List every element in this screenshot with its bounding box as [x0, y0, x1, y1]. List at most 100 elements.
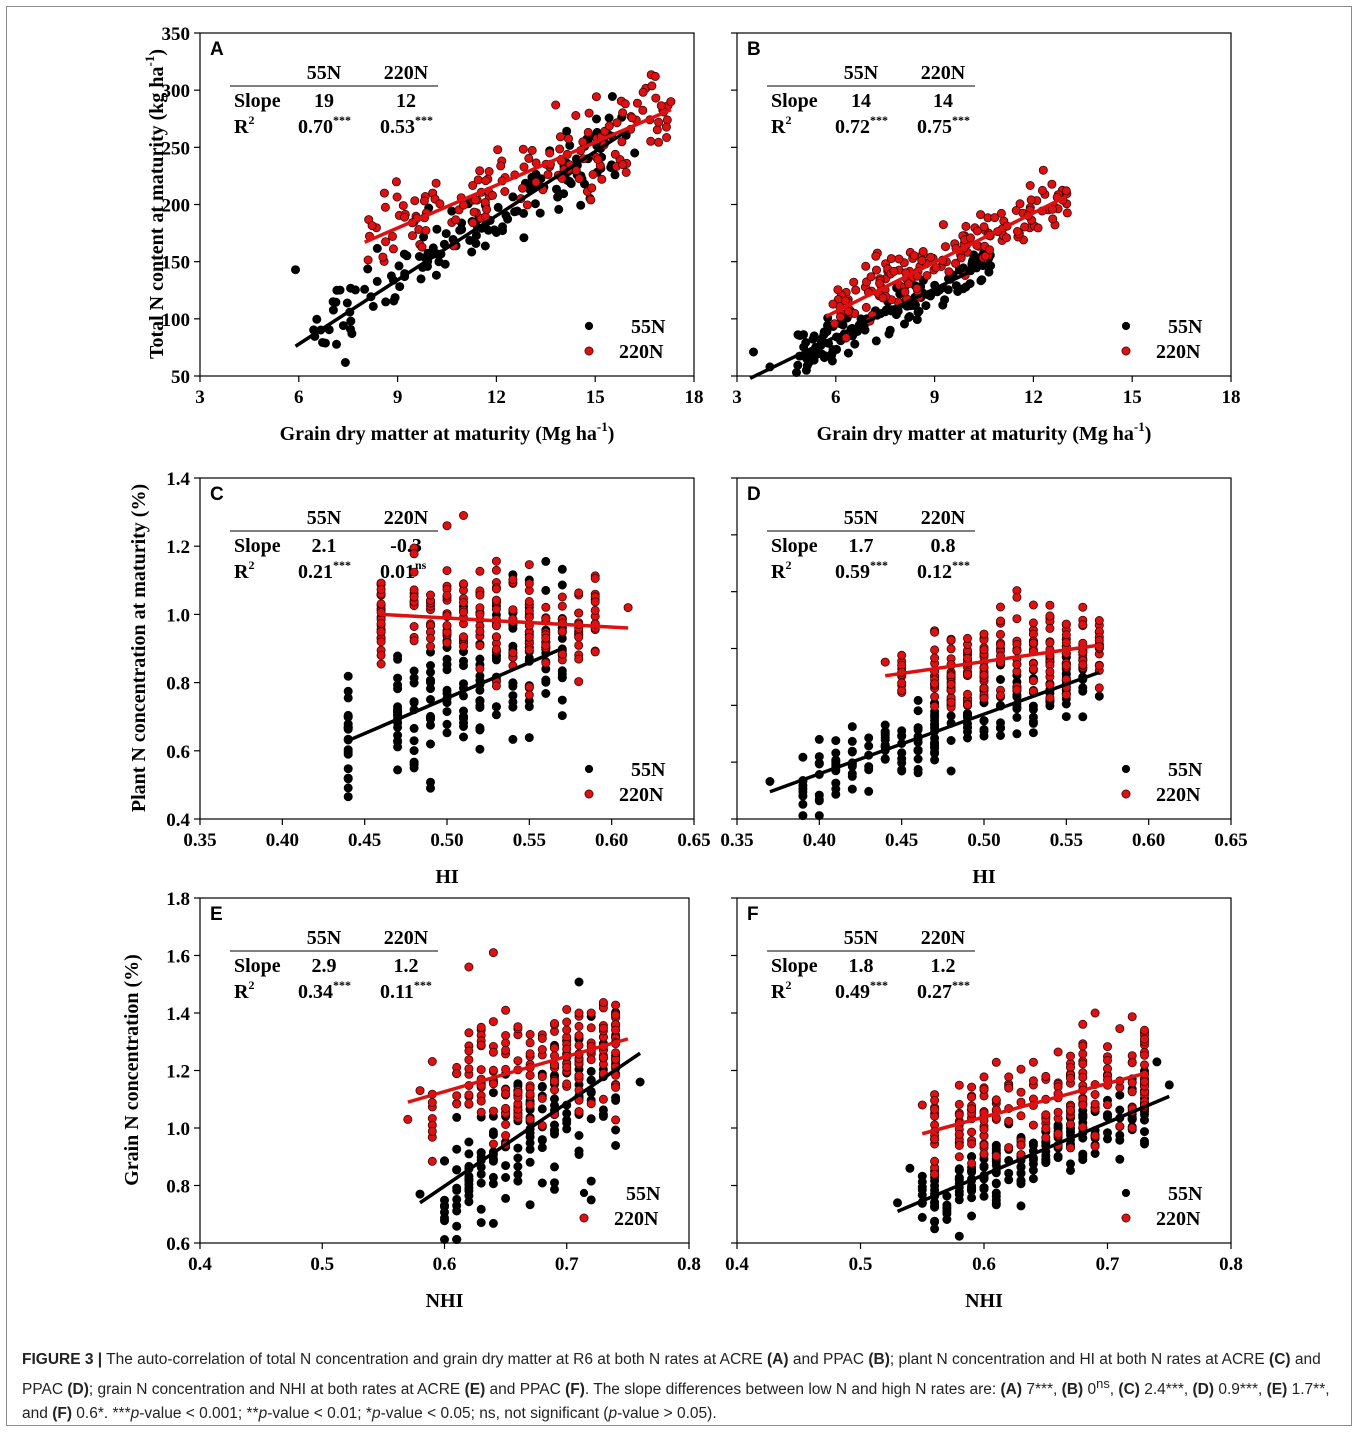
data-point-220n: [484, 166, 494, 176]
legend-marker-220n: [579, 1213, 589, 1223]
data-point-220n: [409, 636, 419, 646]
data-point-220n: [666, 97, 676, 107]
data-point-55n: [749, 347, 759, 357]
data-point-220n: [464, 1046, 474, 1056]
data-point-220n: [979, 222, 989, 232]
data-point-220n: [1103, 1042, 1113, 1052]
data-point-220n: [967, 1139, 977, 1149]
legend-label-55n: 55N: [1168, 316, 1203, 338]
caption-t1: The auto-correlation of total N concentr…: [106, 1351, 763, 1368]
x-tick-label: 0.45: [348, 830, 381, 851]
data-point-55n: [452, 1183, 462, 1193]
data-point-220n: [562, 1079, 572, 1089]
data-point-220n: [612, 118, 622, 128]
data-point-220n: [1140, 1060, 1150, 1070]
data-point-55n: [930, 742, 940, 752]
data-point-220n: [956, 253, 966, 263]
data-point-220n: [966, 233, 976, 243]
data-point-220n: [541, 614, 551, 624]
y-axis-label: Plant N concentration at maturity (%): [128, 484, 150, 812]
data-point-220n: [1045, 667, 1055, 677]
data-point-55n: [290, 265, 300, 275]
data-point-55n: [1012, 712, 1022, 722]
caption-p2-p: p: [258, 1405, 268, 1423]
data-point-55n: [1140, 1136, 1150, 1146]
data-point-220n: [967, 1158, 977, 1168]
data-point-220n: [849, 277, 859, 287]
data-point-220n: [1016, 1064, 1026, 1074]
data-point-220n: [991, 1057, 1001, 1067]
x-tick-label: 12: [487, 387, 506, 408]
data-point-220n: [1041, 1110, 1051, 1120]
data-point-55n: [827, 356, 837, 366]
data-point-220n: [452, 1069, 462, 1079]
data-point-55n: [475, 744, 485, 754]
data-point-220n: [967, 1082, 977, 1092]
data-point-220n: [1016, 1140, 1026, 1150]
y-tick-label: 1.6: [166, 947, 190, 968]
data-point-55n: [471, 238, 481, 248]
panel-f: F 0.4 0.5 0.6 0.7 0.8 NHI 55N 220N Slope 1.8 1.2 R2 0…: [725, 897, 1243, 1312]
data-point-220n: [1045, 623, 1055, 633]
data-point-220n: [491, 595, 501, 605]
caption-diff-e: 1.7**, and: [22, 1381, 1330, 1423]
data-point-55n: [765, 777, 775, 787]
stats-slope-55n: 2.1: [312, 535, 337, 557]
data-point-220n: [380, 202, 390, 212]
legend-label-220n: 220N: [614, 1208, 659, 1230]
data-point-55n: [425, 720, 435, 730]
y-tick-label: 250: [162, 138, 191, 159]
data-point-220n: [557, 627, 567, 637]
data-point-55n: [395, 282, 405, 292]
data-point-55n: [831, 736, 841, 746]
data-point-220n: [1012, 614, 1022, 624]
data-point-55n: [491, 702, 501, 712]
data-point-55n: [814, 734, 824, 744]
data-point-220n: [525, 1070, 535, 1080]
legend-label-220n: 220N: [1156, 341, 1201, 363]
stats-r2-label: R2: [771, 978, 791, 1003]
data-point-220n: [861, 261, 871, 271]
data-point-220n: [574, 174, 584, 184]
data-point-220n: [889, 266, 899, 276]
data-point-55n: [513, 1143, 523, 1153]
x-tick-label: 0.65: [1214, 830, 1247, 851]
data-point-220n: [1038, 165, 1048, 175]
data-point-220n: [1045, 638, 1055, 648]
caption-ref-c: (C): [1269, 1351, 1291, 1368]
data-point-55n: [557, 669, 567, 679]
stats-header-220n: 220N: [384, 62, 429, 84]
caption-t6: and PPAC: [489, 1381, 561, 1399]
data-point-220n: [967, 1104, 977, 1114]
data-point-55n: [328, 305, 338, 315]
data-point-55n: [491, 710, 501, 720]
data-point-55n: [525, 1157, 535, 1167]
stats-r2-55n: 0.72***: [835, 113, 888, 138]
caption-p4-p: p: [608, 1405, 618, 1423]
data-point-55n: [598, 1111, 608, 1121]
stats-r2-label: R2: [234, 558, 254, 583]
data-point-55n: [586, 1066, 596, 1076]
data-point-220n: [458, 510, 468, 520]
x-tick-label: 0.60: [595, 830, 628, 851]
legend-label-220n: 220N: [1156, 1208, 1201, 1230]
legend-label-220n: 220N: [619, 784, 664, 806]
data-point-55n: [501, 1161, 511, 1171]
x-tick-label: 0.8: [677, 1254, 701, 1275]
data-point-220n: [954, 1129, 964, 1139]
stats-r2-label: R2: [771, 558, 791, 583]
data-point-55n: [441, 229, 451, 239]
x-tick-label: 0.4: [725, 1254, 749, 1275]
data-point-220n: [376, 659, 386, 669]
series-220n: [403, 948, 621, 1166]
data-point-220n: [1028, 1120, 1038, 1130]
x-tick-label: 0.45: [885, 830, 918, 851]
data-point-220n: [501, 1031, 511, 1041]
data-point-220n: [963, 689, 973, 699]
data-point-55n: [1078, 683, 1088, 693]
data-point-220n: [501, 1005, 511, 1015]
caption-diff-d: 0.9***,: [1218, 1381, 1263, 1399]
data-point-55n: [452, 1194, 462, 1204]
data-point-220n: [946, 679, 956, 689]
data-point-55n: [976, 276, 986, 286]
